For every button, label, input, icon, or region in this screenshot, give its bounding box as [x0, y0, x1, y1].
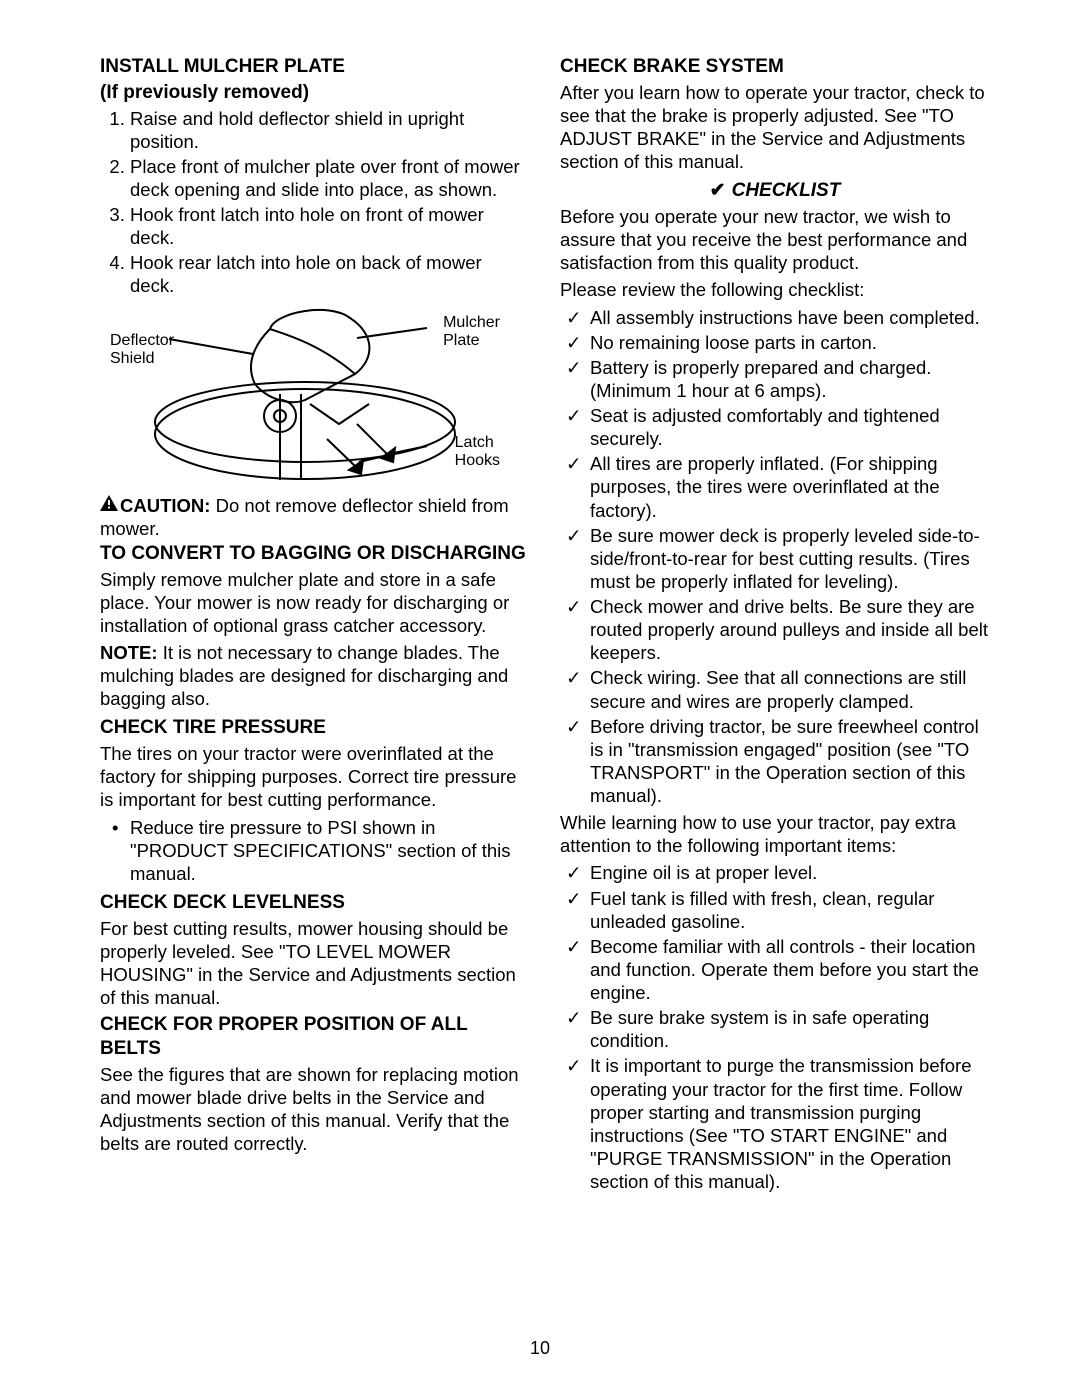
checklist-1: All assembly instructions have been comp… [560, 306, 990, 808]
tire-paragraph: The tires on your tractor were overinfla… [100, 742, 530, 811]
heading-check-deck: CHECK DECK LEVELNESS [100, 891, 530, 915]
checklist-intro-2: Please review the following checklist: [560, 278, 990, 301]
install-step: Place front of mulcher plate over front … [130, 155, 530, 201]
figure-label-mulcher: Mulcher Plate [443, 314, 500, 351]
belts-paragraph: See the figures that are shown for repla… [100, 1063, 530, 1156]
checklist-item: Seat is adjusted comfortably and tighten… [586, 404, 990, 450]
warning-icon [100, 493, 118, 516]
install-step: Raise and hold deflector shield in uprig… [130, 107, 530, 153]
note-text: It is not necessary to change blades. Th… [100, 642, 508, 709]
checklist-item: Engine oil is at proper level. [586, 861, 990, 884]
note: NOTE: It is not necessary to change blad… [100, 641, 530, 710]
heading-check-belts: CHECK FOR PROPER POSITION OF ALL BELTS [100, 1013, 530, 1061]
check-mark-icon: ✔ [710, 179, 726, 203]
manual-page: INSTALL MULCHER PLATE (If previously rem… [0, 0, 1080, 1397]
install-step: Hook front latch into hole on front of m… [130, 203, 530, 249]
figure-label-deflector: Deflector Shield [110, 332, 174, 369]
checklist-item: Check mower and drive belts. Be sure the… [586, 595, 990, 664]
convert-paragraph: Simply remove mulcher plate and store in… [100, 568, 530, 637]
heading-convert: TO CONVERT TO BAGGING OR DISCHARGING [100, 542, 530, 566]
checklist-item: Fuel tank is filled with fresh, clean, r… [586, 887, 990, 933]
checklist-item: Be sure mower deck is properly leveled s… [586, 524, 990, 593]
heading-install-mulcher-sub: (If previously removed) [100, 81, 530, 105]
note-word: NOTE: [100, 642, 158, 663]
tire-bullet: Reduce tire pressure to PSI shown in "PR… [122, 816, 530, 885]
caution-word: CAUTION: [120, 495, 210, 516]
mulcher-figure: Deflector Shield Mulcher Plate Latch Hoo… [100, 304, 530, 489]
brake-paragraph: After you learn how to operate your trac… [560, 81, 990, 174]
right-column: CHECK BRAKE SYSTEM After you learn how t… [560, 55, 990, 1197]
heading-install-mulcher: INSTALL MULCHER PLATE [100, 55, 530, 79]
heading-check-brake: CHECK BRAKE SYSTEM [560, 55, 990, 79]
checklist-item: Before driving tractor, be sure freewhee… [586, 715, 990, 808]
checklist-intro: Before you operate your new tractor, we … [560, 205, 990, 274]
checklist-item: All assembly instructions have been comp… [586, 306, 990, 329]
checklist-item: Battery is properly prepared and charged… [586, 356, 990, 402]
deck-paragraph: For best cutting results, mower housing … [100, 917, 530, 1010]
tire-bullets: Reduce tire pressure to PSI shown in "PR… [100, 816, 530, 885]
checklist-item: Become familiar with all controls - thei… [586, 935, 990, 1004]
checklist-item: It is important to purge the transmissio… [586, 1054, 990, 1193]
checklist-item: No remaining loose parts in carton. [586, 331, 990, 354]
checklist-title: CHECKLIST [732, 180, 841, 201]
left-column: INSTALL MULCHER PLATE (If previously rem… [100, 55, 530, 1197]
install-step: Hook rear latch into hole on back of mow… [130, 251, 530, 297]
two-column-layout: INSTALL MULCHER PLATE (If previously rem… [100, 55, 990, 1197]
figure-label-latch: Latch Hooks [455, 434, 500, 471]
heading-check-tire: CHECK TIRE PRESSURE [100, 716, 530, 740]
checklist-item: All tires are properly inflated. (For sh… [586, 452, 990, 521]
checklist-mid-paragraph: While learning how to use your tractor, … [560, 811, 990, 857]
install-steps-list: Raise and hold deflector shield in uprig… [100, 107, 530, 298]
checklist-item: Be sure brake system is in safe operatin… [586, 1006, 990, 1052]
heading-checklist: ✔ CHECKLIST [560, 179, 990, 203]
checklist-2: Engine oil is at proper level. Fuel tank… [560, 861, 990, 1193]
caution-note: CAUTION: Do not remove deflector shield … [100, 493, 530, 540]
checklist-item: Check wiring. See that all connections a… [586, 666, 990, 712]
page-number: 10 [0, 1338, 1080, 1359]
